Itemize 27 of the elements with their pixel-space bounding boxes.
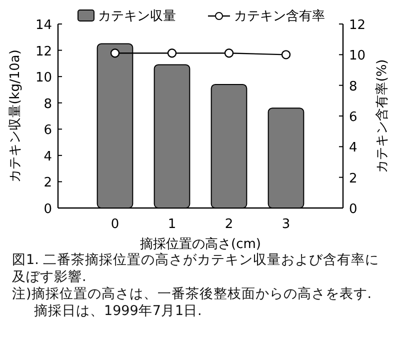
y-tick-label: 10 [35, 70, 52, 86]
y-tick-label: 2 [44, 176, 52, 191]
x-axis-title: 摘採位置の高さ(cm) [140, 236, 261, 252]
y-tick-label: 4 [44, 149, 52, 164]
y-tick-label: 12 [35, 44, 52, 60]
legend-label: カテキン含有率 [234, 8, 325, 24]
x-tick-label: 2 [224, 217, 234, 232]
text: 摘採日は、1999年7月1日. [33, 303, 203, 320]
y-tick-label: 0 [44, 202, 52, 217]
x-tick-label: 1 [168, 217, 176, 232]
y-tick-label: 6 [44, 123, 52, 138]
y2-tick-label: 4 [349, 140, 358, 156]
y2-tick-label: 2 [349, 171, 358, 186]
y-tick-label: 8 [44, 96, 52, 112]
y-axis-title: カテキン収量(kg/10a) [8, 50, 23, 182]
text: 注)摘採位置の高さは、一番茶後整枝面からの高さを表す. [12, 286, 373, 303]
y2-tick-label: 10 [349, 48, 366, 64]
y-tick-label: 14 [35, 18, 52, 33]
y2-tick-label: 6 [349, 110, 358, 125]
text: 図1. 二番茶摘採位置の高さがカテキン収量および含有率に及ぼす影響. [12, 252, 380, 286]
y2-axis-title: カテキン含有率(%) [374, 59, 390, 173]
x-tick-label: 0 [110, 217, 120, 232]
y2-tick-label: 0 [349, 202, 358, 217]
x-tick-label: 3 [282, 217, 290, 232]
y2-tick-label: 12 [349, 18, 366, 33]
y2-tick-label: 8 [349, 79, 358, 94]
legend-label: カテキン収量 [98, 9, 176, 24]
